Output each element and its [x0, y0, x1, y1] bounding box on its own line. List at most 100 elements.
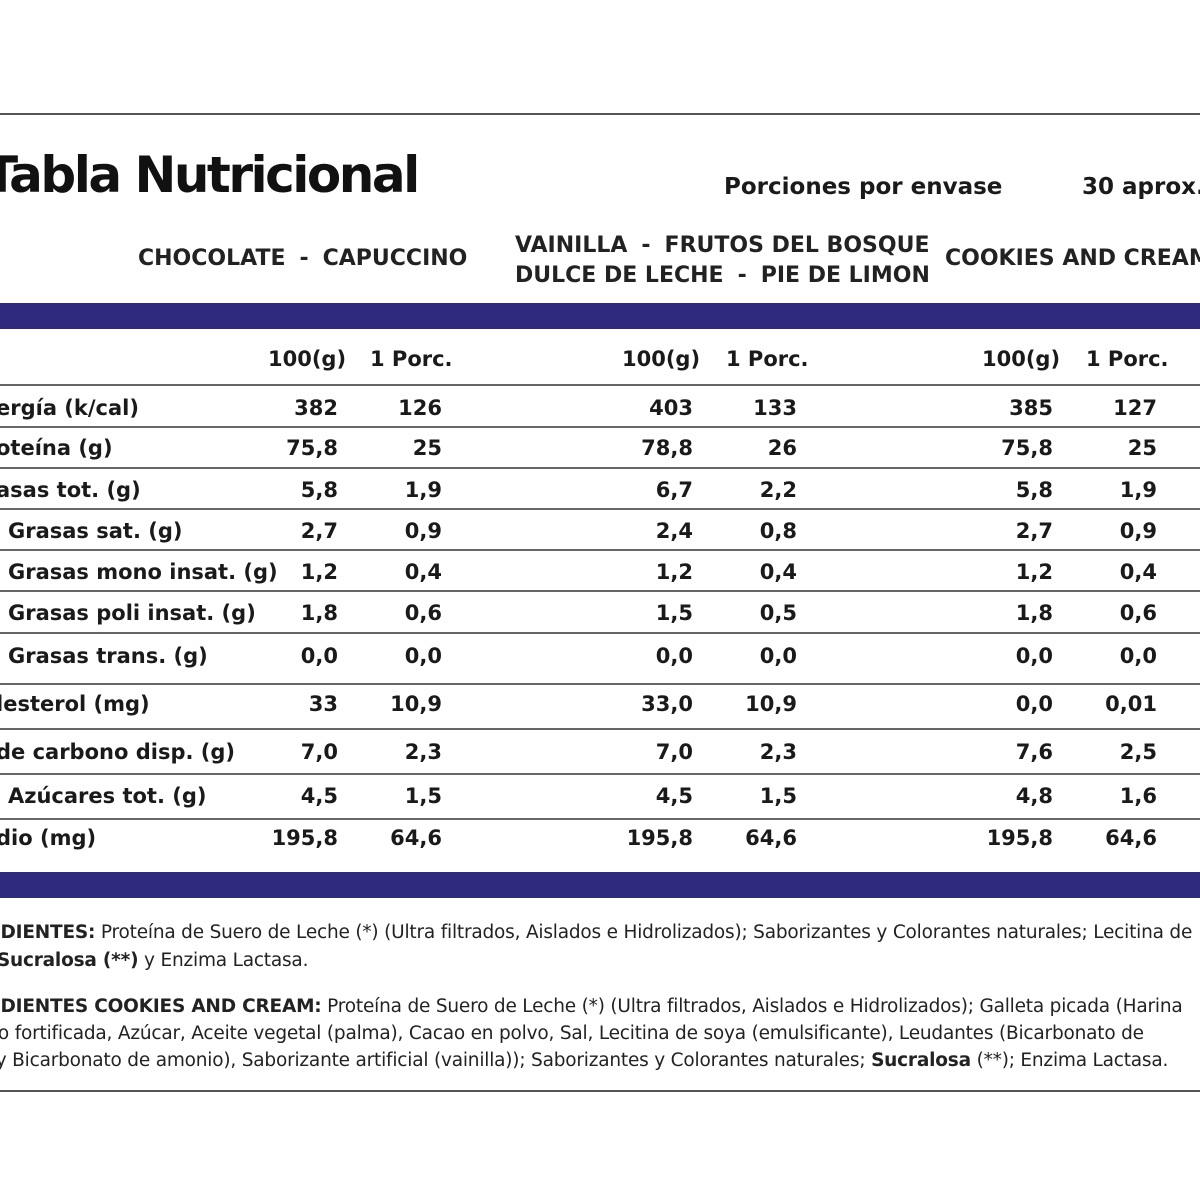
- row-value: 26: [767, 436, 797, 460]
- row-value: 78,8: [641, 436, 693, 460]
- row-value: 0,9: [404, 519, 442, 543]
- row-value: 0,0: [759, 644, 797, 668]
- row-value: 25: [412, 436, 442, 460]
- row-value: 0,0: [1015, 692, 1053, 716]
- row-label: oteína (g): [0, 436, 113, 460]
- row-value: 1,2: [300, 560, 338, 584]
- row-value: 75,8: [1001, 436, 1053, 460]
- row-value: 2,5: [1119, 740, 1157, 764]
- col-header-5: 100(g): [982, 347, 1061, 371]
- flavor-group-3: COOKIES AND CREAM: [945, 246, 1200, 271]
- row-divider: [0, 818, 1200, 820]
- ingredients-p1-line1: REDIENTES: Proteína de Suero de Leche (*…: [0, 922, 1193, 943]
- col-header-3: 100(g): [622, 347, 701, 371]
- row-value: 1,2: [1015, 560, 1053, 584]
- ingredients-p1-line2: a; Sucralosa (**) y Enzima Lactasa.: [0, 950, 309, 971]
- row-divider: [0, 632, 1200, 634]
- row-label: Grasas sat. (g): [8, 519, 183, 543]
- row-divider: [0, 508, 1200, 510]
- porciones-value: 30 aprox.: [1082, 174, 1200, 200]
- row-value: 0,5: [759, 601, 797, 625]
- row-value: 7,0: [655, 740, 693, 764]
- row-value: 33: [308, 692, 338, 716]
- table-row: ergía (k/cal) 382 126 403 133 385 127: [0, 388, 1200, 428]
- row-value: 2,3: [759, 740, 797, 764]
- row-value: 75,8: [286, 436, 338, 460]
- ingredients-p2-line3: io y Bicarbonato de amonio), Saborizante…: [0, 1050, 1169, 1071]
- row-value: 0,6: [404, 601, 442, 625]
- row-value: 126: [398, 396, 442, 420]
- row-value: 0,0: [1119, 644, 1157, 668]
- row-value: 1,5: [404, 784, 442, 808]
- row-value: 5,8: [1015, 478, 1053, 502]
- row-divider: [0, 384, 1200, 386]
- row-value: 195,8: [271, 826, 338, 850]
- row-value: 2,4: [655, 519, 693, 543]
- row-label: Grasas mono insat. (g): [8, 560, 278, 584]
- top-border: [0, 113, 1200, 115]
- row-label: Azúcares tot. (g): [8, 784, 207, 808]
- col-header-1: 100(g): [268, 347, 347, 371]
- row-value: 0,6: [1119, 601, 1157, 625]
- row-divider: [0, 728, 1200, 730]
- table-row: Grasas sat. (g) 2,7 0,9 2,4 0,8 2,7 0,9: [0, 511, 1200, 551]
- footer-band: [0, 872, 1200, 898]
- table-row: dio (mg) 195,8 64,6 195,8 64,6 195,8 64,6: [0, 818, 1200, 858]
- row-value: 6,7: [655, 478, 693, 502]
- row-value: 7,6: [1015, 740, 1053, 764]
- row-value: 195,8: [986, 826, 1053, 850]
- row-value: 1,5: [655, 601, 693, 625]
- table-row: lesterol (mg) 33 10,9 33,0 10,9 0,0 0,01: [0, 684, 1200, 724]
- row-label: lesterol (mg): [0, 692, 150, 716]
- row-value: 1,6: [1119, 784, 1157, 808]
- row-value: 127: [1113, 396, 1157, 420]
- row-value: 1,9: [1119, 478, 1157, 502]
- row-value: 1,9: [404, 478, 442, 502]
- ingredients-p2-line1: REDIENTES COOKIES AND CREAM: Proteína de…: [0, 996, 1183, 1017]
- row-value: 0,0: [1015, 644, 1053, 668]
- row-value: 403: [649, 396, 693, 420]
- row-value: 2,7: [300, 519, 338, 543]
- row-value: 7,0: [300, 740, 338, 764]
- flavor-group-2-line1: VAINILLA - FRUTOS DEL BOSQUE: [515, 233, 930, 258]
- table-row: de carbono disp. (g) 7,0 2,3 7,0 2,3 7,6 2,5: [0, 732, 1200, 772]
- row-value: 33,0: [641, 692, 693, 716]
- row-value: 0,01: [1105, 692, 1157, 716]
- row-value: 0,4: [759, 560, 797, 584]
- table-row: Grasas trans. (g) 0,0 0,0 0,0 0,0 0,0 0,0: [0, 636, 1200, 676]
- row-label: asas tot. (g): [0, 478, 141, 502]
- row-value: 382: [294, 396, 338, 420]
- table-row: oteína (g) 75,8 25 78,8 26 75,8 25: [0, 428, 1200, 468]
- page-title: Tabla Nutricional: [0, 146, 420, 204]
- row-value: 64,6: [390, 826, 442, 850]
- row-value: 0,8: [759, 519, 797, 543]
- row-value: 4,5: [655, 784, 693, 808]
- table-row: Azúcares tot. (g) 4,5 1,5 4,5 1,5 4,8 1,6: [0, 776, 1200, 816]
- row-value: 0,0: [655, 644, 693, 668]
- row-value: 4,5: [300, 784, 338, 808]
- table-row: Grasas poli insat. (g) 1,8 0,6 1,5 0,5 1,8 0,6: [0, 593, 1200, 633]
- row-value: 1,8: [300, 601, 338, 625]
- row-divider: [0, 773, 1200, 775]
- porciones-label: Porciones por envase: [724, 174, 1003, 200]
- header-band: [0, 303, 1200, 329]
- row-value: 5,8: [300, 478, 338, 502]
- table-row: Grasas mono insat. (g) 1,2 0,4 1,2 0,4 1,2 0,4: [0, 552, 1200, 592]
- col-header-2: 1 Porc.: [370, 347, 453, 371]
- col-header-6: 1 Porc.: [1086, 347, 1169, 371]
- row-value: 25: [1127, 436, 1157, 460]
- row-label: Grasas trans. (g): [8, 644, 208, 668]
- row-divider: [0, 549, 1200, 551]
- flavor-group-2-line2: DULCE DE LECHE - PIE DE LIMON: [515, 263, 930, 288]
- row-value: 0,0: [300, 644, 338, 668]
- ingredients-p2-line2: rigo fortificada, Azúcar, Aceite vegetal…: [0, 1023, 1144, 1044]
- row-label: ergía (k/cal): [0, 396, 139, 420]
- row-value: 0,9: [1119, 519, 1157, 543]
- col-header-4: 1 Porc.: [726, 347, 809, 371]
- row-value: 2,7: [1015, 519, 1053, 543]
- row-label: dio (mg): [0, 826, 97, 850]
- table-row: asas tot. (g) 5,8 1,9 6,7 2,2 5,8 1,9: [0, 470, 1200, 510]
- row-value: 0,4: [404, 560, 442, 584]
- row-value: 385: [1009, 396, 1053, 420]
- row-value: 195,8: [626, 826, 693, 850]
